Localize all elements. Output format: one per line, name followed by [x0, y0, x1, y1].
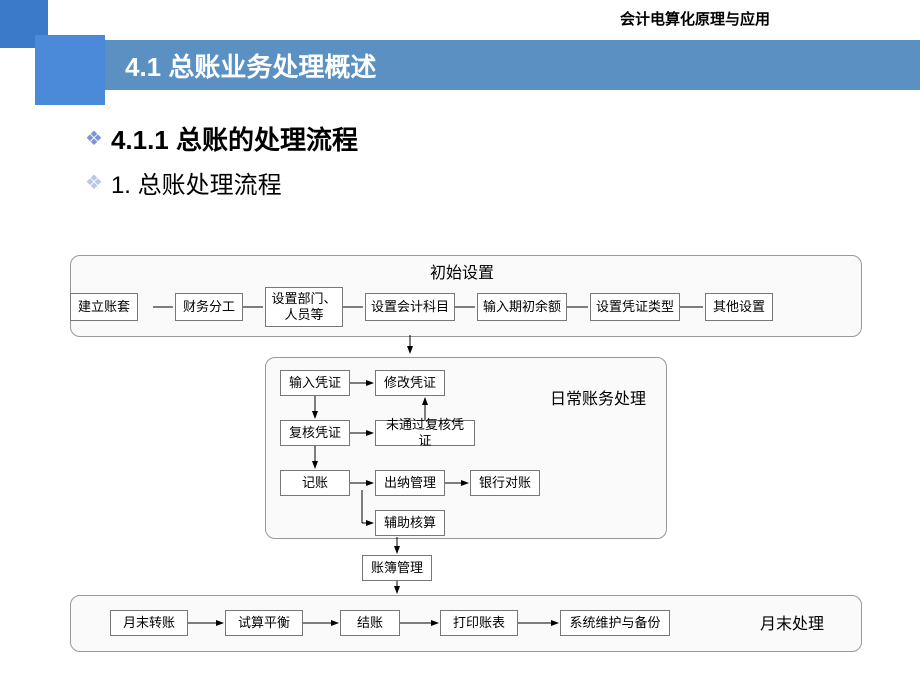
node-zbgl: 账簿管理	[362, 555, 432, 581]
node-fzhs: 辅助核算	[375, 510, 445, 536]
panel-init-title: 初始设置	[430, 259, 494, 283]
panel-daily-title: 日常账务处理	[550, 385, 646, 409]
node-xgpz: 修改凭证	[375, 370, 445, 396]
node-dyzb: 打印账表	[440, 610, 518, 636]
node-srpz: 输入凭证	[280, 370, 350, 396]
diamond-icon: ❖	[85, 170, 103, 195]
node-ymzz: 月末转账	[110, 610, 188, 636]
diamond-icon: ❖	[85, 126, 103, 151]
node-yhdz: 银行对账	[470, 470, 540, 496]
section-title-bar: 4.1 总账业务处理概述	[105, 40, 920, 90]
node-srqcye: 输入期初余额	[477, 293, 567, 321]
node-wtgfhpz: 未通过复核凭证	[375, 420, 475, 446]
node-szkjkm: 设置会计科目	[365, 293, 455, 321]
node-jiez: 结账	[340, 610, 400, 636]
node-cngl: 出纳管理	[375, 470, 445, 496]
node-qtsz: 其他设置	[705, 293, 773, 321]
node-cwfg: 财务分工	[175, 293, 243, 321]
section-title: 4.1 总账业务处理概述	[125, 47, 376, 84]
body-area: ❖ 4.1.1 总账的处理流程 ❖ 1. 总账处理流程	[85, 120, 885, 208]
panel-month-title: 月末处理	[760, 610, 824, 634]
subheading-2: 1. 总账处理流程	[111, 165, 282, 200]
node-jz: 记账	[280, 470, 350, 496]
node-szpzlx: 设置凭证类型	[590, 293, 680, 321]
node-szbm: 设置部门、 人员等	[265, 287, 343, 327]
node-sspph: 试算平衡	[225, 610, 303, 636]
page-header: 会计电算化原理与应用	[620, 8, 770, 29]
flowchart: 初始设置 建立账套 财务分工 设置部门、 人员等 设置会计科目 输入期初余额 设…	[70, 255, 870, 675]
node-jlzt: 建立账套	[70, 293, 138, 321]
node-xtwh: 系统维护与备份	[560, 610, 670, 636]
subheading-1: 4.1.1 总账的处理流程	[111, 120, 358, 157]
node-fhpz: 复核凭证	[280, 420, 350, 446]
